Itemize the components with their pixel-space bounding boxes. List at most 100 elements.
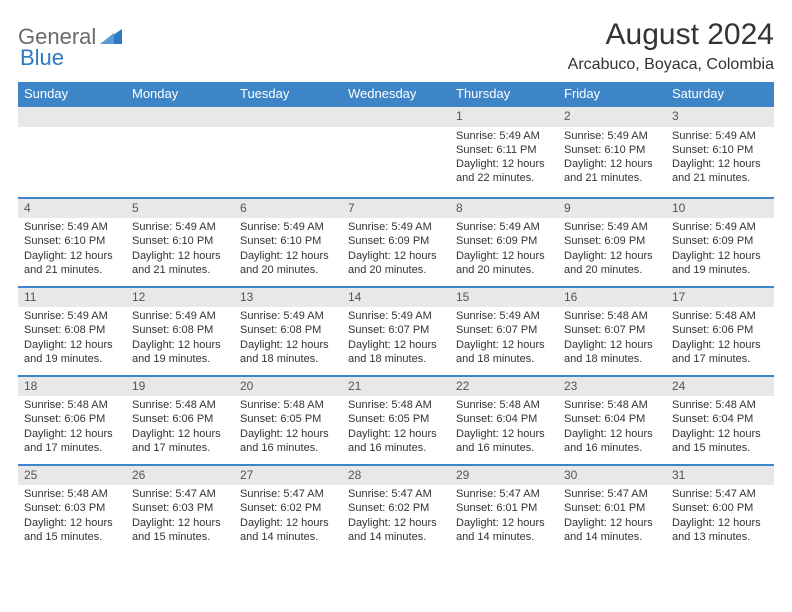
calendar-day-cell: 13Sunrise: 5:49 AMSunset: 6:08 PMDayligh… [234,287,342,376]
daylight-line: Daylight: 12 hours and 18 minutes. [564,338,660,367]
calendar-day-cell: 9Sunrise: 5:49 AMSunset: 6:09 PMDaylight… [558,198,666,287]
day-number: 6 [234,199,342,219]
daylight-line: Daylight: 12 hours and 15 minutes. [24,516,120,545]
weekday-header: Monday [126,82,234,106]
day-number: 15 [450,288,558,308]
calendar-day-cell: 27Sunrise: 5:47 AMSunset: 6:02 PMDayligh… [234,465,342,554]
calendar-day-cell: 20Sunrise: 5:48 AMSunset: 6:05 PMDayligh… [234,376,342,465]
sunset-line: Sunset: 6:07 PM [456,323,552,337]
sunrise-line: Sunrise: 5:48 AM [24,487,120,501]
calendar-day-cell: 4Sunrise: 5:49 AMSunset: 6:10 PMDaylight… [18,198,126,287]
calendar-day-cell [342,106,450,198]
calendar-day-cell: 26Sunrise: 5:47 AMSunset: 6:03 PMDayligh… [126,465,234,554]
daylight-line: Daylight: 12 hours and 19 minutes. [24,338,120,367]
daylight-line: Daylight: 12 hours and 15 minutes. [132,516,228,545]
sunset-line: Sunset: 6:02 PM [348,501,444,515]
sunrise-line: Sunrise: 5:48 AM [672,398,768,412]
weekday-header: Tuesday [234,82,342,106]
day-details: Sunrise: 5:47 AMSunset: 6:03 PMDaylight:… [126,485,234,548]
sunset-line: Sunset: 6:00 PM [672,501,768,515]
day-details: Sunrise: 5:49 AMSunset: 6:07 PMDaylight:… [342,307,450,370]
logo-triangle-icon [100,26,122,49]
logo-text-2: Blue [20,45,64,71]
day-number: 14 [342,288,450,308]
sunrise-line: Sunrise: 5:49 AM [132,220,228,234]
day-number: 24 [666,377,774,397]
sunrise-line: Sunrise: 5:47 AM [240,487,336,501]
sunset-line: Sunset: 6:06 PM [132,412,228,426]
calendar-day-cell [18,106,126,198]
sunset-line: Sunset: 6:10 PM [672,143,768,157]
sunset-line: Sunset: 6:05 PM [240,412,336,426]
day-number: 19 [126,377,234,397]
sunrise-line: Sunrise: 5:47 AM [672,487,768,501]
day-details: Sunrise: 5:48 AMSunset: 6:04 PMDaylight:… [450,396,558,459]
weekday-header: Friday [558,82,666,106]
daylight-line: Daylight: 12 hours and 15 minutes. [672,427,768,456]
day-details: Sunrise: 5:48 AMSunset: 6:06 PMDaylight:… [666,307,774,370]
sunrise-line: Sunrise: 5:48 AM [24,398,120,412]
sunset-line: Sunset: 6:07 PM [564,323,660,337]
daylight-line: Daylight: 12 hours and 13 minutes. [672,516,768,545]
sunset-line: Sunset: 6:09 PM [348,234,444,248]
weekday-header: Saturday [666,82,774,106]
sunset-line: Sunset: 6:10 PM [240,234,336,248]
day-details: Sunrise: 5:49 AMSunset: 6:10 PMDaylight:… [666,127,774,190]
calendar-day-cell: 15Sunrise: 5:49 AMSunset: 6:07 PMDayligh… [450,287,558,376]
daylight-line: Daylight: 12 hours and 14 minutes. [456,516,552,545]
weekday-header: Thursday [450,82,558,106]
day-details: Sunrise: 5:49 AMSunset: 6:08 PMDaylight:… [126,307,234,370]
sunset-line: Sunset: 6:04 PM [564,412,660,426]
daylight-line: Daylight: 12 hours and 16 minutes. [348,427,444,456]
day-details: Sunrise: 5:47 AMSunset: 6:02 PMDaylight:… [342,485,450,548]
day-details: Sunrise: 5:48 AMSunset: 6:06 PMDaylight:… [18,396,126,459]
day-number: 9 [558,199,666,219]
day-number: 12 [126,288,234,308]
sunset-line: Sunset: 6:07 PM [348,323,444,337]
sunset-line: Sunset: 6:09 PM [456,234,552,248]
weekday-header: Sunday [18,82,126,106]
day-details: Sunrise: 5:47 AMSunset: 6:01 PMDaylight:… [450,485,558,548]
day-details: Sunrise: 5:49 AMSunset: 6:08 PMDaylight:… [234,307,342,370]
day-details: Sunrise: 5:49 AMSunset: 6:08 PMDaylight:… [18,307,126,370]
calendar-day-cell: 21Sunrise: 5:48 AMSunset: 6:05 PMDayligh… [342,376,450,465]
sunset-line: Sunset: 6:08 PM [240,323,336,337]
sunrise-line: Sunrise: 5:48 AM [564,398,660,412]
sunrise-line: Sunrise: 5:47 AM [348,487,444,501]
calendar-week-row: 11Sunrise: 5:49 AMSunset: 6:08 PMDayligh… [18,287,774,376]
sunrise-line: Sunrise: 5:49 AM [456,220,552,234]
sunrise-line: Sunrise: 5:48 AM [456,398,552,412]
sunrise-line: Sunrise: 5:47 AM [564,487,660,501]
sunset-line: Sunset: 6:04 PM [672,412,768,426]
daylight-line: Daylight: 12 hours and 17 minutes. [24,427,120,456]
calendar-day-cell: 12Sunrise: 5:49 AMSunset: 6:08 PMDayligh… [126,287,234,376]
calendar-day-cell: 29Sunrise: 5:47 AMSunset: 6:01 PMDayligh… [450,465,558,554]
sunset-line: Sunset: 6:08 PM [24,323,120,337]
sunset-line: Sunset: 6:06 PM [672,323,768,337]
day-number: 18 [18,377,126,397]
daylight-line: Daylight: 12 hours and 20 minutes. [348,249,444,278]
day-number: 27 [234,466,342,486]
sunrise-line: Sunrise: 5:49 AM [348,220,444,234]
sunset-line: Sunset: 6:01 PM [456,501,552,515]
day-details: Sunrise: 5:49 AMSunset: 6:11 PMDaylight:… [450,127,558,190]
sunset-line: Sunset: 6:04 PM [456,412,552,426]
calendar-day-cell: 25Sunrise: 5:48 AMSunset: 6:03 PMDayligh… [18,465,126,554]
daylight-line: Daylight: 12 hours and 21 minutes. [132,249,228,278]
day-details: Sunrise: 5:48 AMSunset: 6:03 PMDaylight:… [18,485,126,548]
sunset-line: Sunset: 6:03 PM [132,501,228,515]
sunrise-line: Sunrise: 5:49 AM [564,220,660,234]
sunrise-line: Sunrise: 5:49 AM [240,309,336,323]
daylight-line: Daylight: 12 hours and 21 minutes. [24,249,120,278]
day-number: 16 [558,288,666,308]
day-details: Sunrise: 5:48 AMSunset: 6:07 PMDaylight:… [558,307,666,370]
sunrise-line: Sunrise: 5:48 AM [240,398,336,412]
sunrise-line: Sunrise: 5:48 AM [672,309,768,323]
sunset-line: Sunset: 6:08 PM [132,323,228,337]
day-details: Sunrise: 5:49 AMSunset: 6:10 PMDaylight:… [18,218,126,281]
sunset-line: Sunset: 6:01 PM [564,501,660,515]
calendar-day-cell: 30Sunrise: 5:47 AMSunset: 6:01 PMDayligh… [558,465,666,554]
day-number: 8 [450,199,558,219]
sunrise-line: Sunrise: 5:49 AM [24,309,120,323]
sunset-line: Sunset: 6:10 PM [564,143,660,157]
